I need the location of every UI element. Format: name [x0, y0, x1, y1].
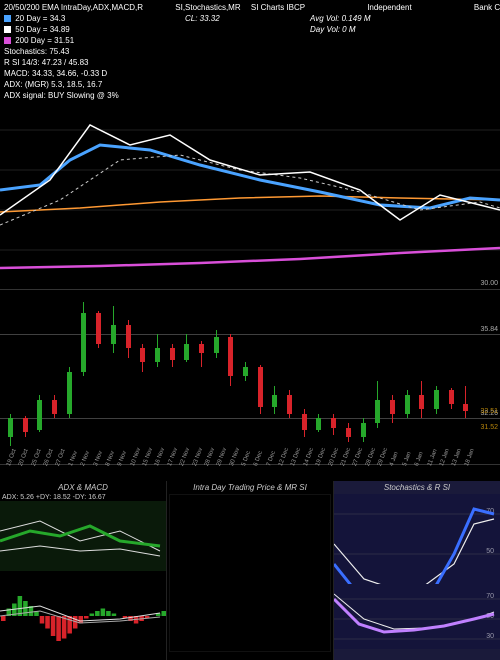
candle — [67, 290, 73, 465]
title-e: Bank C — [474, 3, 500, 12]
candle — [23, 290, 29, 465]
lower-panels: ADX & MACD ADX: 5.26 +DY: 18.52 -DY: 16.… — [0, 481, 500, 660]
candle — [361, 290, 367, 465]
axis-label-30: 30.00 — [480, 280, 498, 287]
candle — [390, 290, 396, 465]
candle — [140, 290, 146, 465]
macd-label: MACD: 34.33, 34.66, -0.33 D — [4, 68, 496, 79]
price-marker: 31.52 — [480, 424, 498, 431]
ma20-swatch — [4, 15, 11, 22]
rsi-svg: 705030 — [334, 584, 500, 649]
ma-panel: 30.00 — [0, 90, 500, 290]
ma200-swatch — [4, 37, 11, 44]
candle — [52, 290, 58, 465]
close-label: CL: 33.32 — [185, 13, 220, 24]
candle — [316, 290, 322, 465]
rsi-label: R SI 14/3: 47.23 / 45.83 — [4, 57, 496, 68]
candle — [463, 290, 469, 465]
title-d: Independent — [367, 3, 412, 12]
candle — [331, 290, 337, 465]
adx-svg — [0, 501, 166, 571]
candle — [375, 290, 381, 465]
candle — [37, 290, 43, 465]
candle — [449, 290, 455, 465]
candle — [170, 290, 176, 465]
stoch-label: Stochastics: 75.43 — [4, 46, 496, 57]
candle — [243, 290, 249, 465]
intra-title: Intra Day Trading Price & MR SI — [167, 483, 333, 492]
title-b: SI,Stochastics,MR — [175, 3, 240, 12]
candle — [228, 290, 234, 465]
candle — [258, 290, 264, 465]
candle — [96, 290, 102, 465]
avgvol-label: Avg Vol: 0.149 M — [310, 13, 370, 24]
ma20-label: 20 Day = 34.3 — [15, 14, 65, 23]
date-axis: 19 Oct20 Oct25 Oct26 Oct27 Oct1 Nov2 Nov… — [0, 465, 500, 481]
candle — [8, 290, 14, 465]
candle — [434, 290, 440, 465]
candle — [81, 290, 87, 465]
candle — [111, 290, 117, 465]
dayvol-label: Day Vol: 0 M — [310, 24, 356, 35]
svg-text:50: 50 — [486, 548, 494, 555]
candle — [199, 290, 205, 465]
adx-label: ADX: (MGR) 5.3, 18.5, 16.7 — [4, 79, 496, 90]
adx-title: ADX & MACD — [0, 483, 166, 492]
ma50-label: 50 Day = 34.89 — [15, 25, 69, 34]
candle — [272, 290, 278, 465]
candle — [214, 290, 220, 465]
candle — [405, 290, 411, 465]
candle — [419, 290, 425, 465]
chart-header: 20/50/200 EMA IntraDay,ADX,MACD,R SI,Sto… — [0, 0, 500, 90]
stoch-title: Stochastics & R SI — [334, 483, 500, 492]
candle — [346, 290, 352, 465]
candle-panel: 35.8432.2632.5131.52 — [0, 290, 500, 465]
price-grid-label: 35.84 — [480, 326, 498, 333]
adx-macd-panel: ADX & MACD ADX: 5.26 +DY: 18.52 -DY: 16.… — [0, 481, 167, 660]
stoch-svg: 705030 — [334, 494, 500, 584]
intraday-panel: Intra Day Trading Price & MR SI — [167, 481, 334, 660]
candle — [155, 290, 161, 465]
adx-readout: ADX: 5.26 +DY: 18.52 -DY: 16.67 — [0, 494, 166, 501]
candle — [126, 290, 132, 465]
candle — [302, 290, 308, 465]
ma50-swatch — [4, 26, 11, 33]
title-c: SI Charts IBCP — [251, 3, 305, 12]
stoch-rsi-panel: Stochastics & R SI 705030 705030 — [334, 481, 500, 660]
candle — [287, 290, 293, 465]
title-left: 20/50/200 EMA IntraDay,ADX,MACD,R — [4, 3, 143, 12]
candle — [184, 290, 190, 465]
ma200-label: 200 Day = 31.51 — [15, 36, 74, 45]
ma-svg — [0, 90, 500, 290]
macd-svg — [0, 571, 166, 649]
price-marker: 32.51 — [480, 408, 498, 415]
svg-text:30: 30 — [486, 633, 494, 640]
svg-text:70: 70 — [486, 593, 494, 600]
